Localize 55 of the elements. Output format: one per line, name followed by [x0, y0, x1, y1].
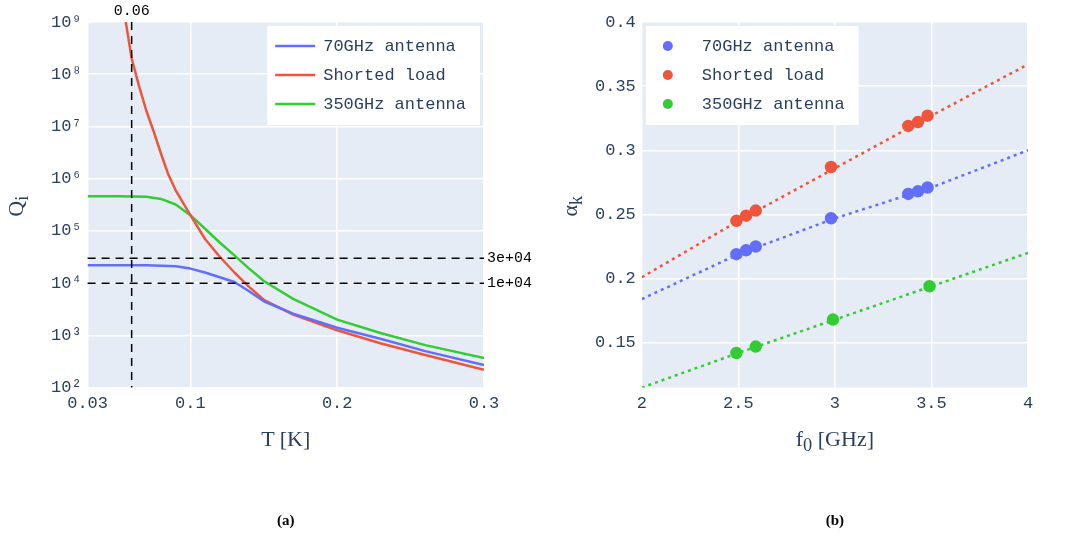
- point: [911, 185, 925, 198]
- ref-line-label: 3e+04: [487, 250, 533, 268]
- legend-label: 350GHz antenna: [701, 94, 845, 114]
- point: [730, 214, 743, 228]
- y-tick-label: 10⁴: [51, 273, 82, 293]
- point: [739, 209, 753, 222]
- x-tick-label: 0.1: [175, 394, 206, 414]
- x-tick-label: 0.2: [321, 394, 353, 414]
- y-tick-label: 0.15: [594, 333, 636, 353]
- x-tick-label: 4: [1022, 394, 1034, 414]
- y-tick-label: 10⁹: [51, 12, 82, 32]
- point: [824, 160, 838, 174]
- y-tick-label: 10⁷: [51, 116, 82, 136]
- x-tick-label: 0.3: [468, 394, 500, 414]
- ref-line-label: 1e+04: [487, 275, 533, 293]
- y-tick-label: 0.3: [605, 140, 636, 160]
- point: [749, 240, 762, 253]
- point: [921, 109, 934, 122]
- line-series: [641, 251, 1028, 388]
- point: [739, 244, 753, 257]
- legend-label: 350GHz antenna: [323, 94, 466, 114]
- text: (a): [276, 512, 296, 529]
- text: (b): [824, 512, 846, 529]
- y-tick-label: 0.4: [605, 12, 636, 32]
- legend-label: 70GHz antenna: [323, 36, 456, 56]
- line-series: [641, 63, 1028, 279]
- legend-label: Shorted load: [323, 65, 446, 85]
- x-tick-label: 2.5: [723, 394, 754, 414]
- y-tick-label: 0.2: [605, 269, 636, 289]
- ref-line-label: 0.06: [113, 3, 150, 21]
- y-tick-label: 0.25: [594, 204, 636, 224]
- point: [749, 340, 762, 353]
- point: [902, 187, 915, 201]
- point: [826, 313, 840, 326]
- x-tick-label: 2: [636, 394, 647, 414]
- point: [749, 204, 762, 217]
- y-tick-label: 10³: [51, 325, 82, 345]
- legend-label: Shorted load: [701, 65, 825, 85]
- point: [902, 119, 915, 133]
- point: [824, 212, 838, 225]
- point: [911, 115, 925, 129]
- line-series: [641, 149, 1028, 301]
- y-tick-label: 10⁵: [51, 221, 82, 241]
- point: [730, 346, 743, 360]
- point: [923, 280, 936, 293]
- point: [730, 247, 743, 261]
- y-tick-label: 0.35: [594, 76, 636, 96]
- x-tick-label: 3: [829, 394, 840, 414]
- x-tick-label: 3.5: [916, 394, 947, 414]
- legend-label: 70GHz antenna: [701, 36, 835, 56]
- point: [921, 181, 934, 194]
- x-axis-title: f$_{0}$ [GHz]: [794, 425, 875, 456]
- y-tick-label: 10⁸: [51, 64, 82, 84]
- x-axis-title: T [K]: [260, 425, 312, 452]
- y-tick-label: 10⁶: [51, 169, 82, 189]
